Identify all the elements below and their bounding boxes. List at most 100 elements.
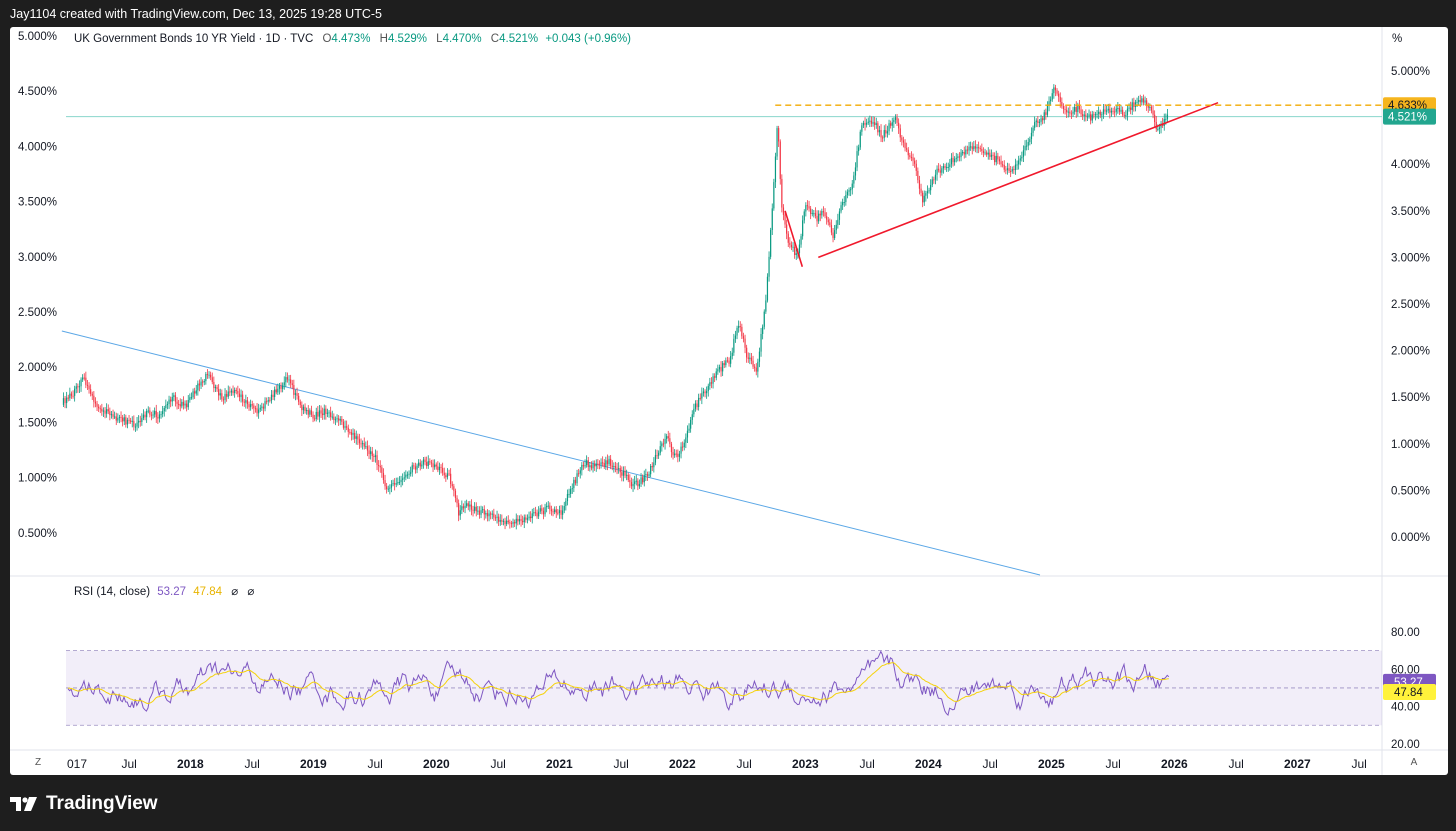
price-candle xyxy=(395,483,397,485)
price-candle xyxy=(758,351,761,362)
price-candle xyxy=(1099,111,1101,116)
price-candle xyxy=(221,393,223,400)
price-candle xyxy=(1085,114,1087,117)
price-candle xyxy=(899,128,901,138)
price-candle xyxy=(394,483,396,485)
price-candle xyxy=(826,216,828,220)
price-candle xyxy=(258,409,260,414)
price-candle xyxy=(699,397,701,399)
price-candle xyxy=(222,399,225,401)
price-candle xyxy=(538,511,540,517)
price-candle xyxy=(66,397,68,404)
rsi-y-tick: 40.00 xyxy=(1391,702,1420,714)
open-value: 4.473% xyxy=(331,33,371,45)
price-candle xyxy=(1094,114,1097,116)
price-candle xyxy=(712,376,714,384)
price-candle xyxy=(792,246,794,248)
price-candle xyxy=(955,157,957,159)
price-candle xyxy=(107,409,109,412)
price-candle xyxy=(342,421,345,428)
price-candle xyxy=(693,408,695,415)
price-candle xyxy=(694,403,697,409)
price-candle xyxy=(1053,87,1055,94)
price-candle xyxy=(144,414,146,418)
price-candle xyxy=(669,438,671,444)
price-candle xyxy=(1035,120,1037,123)
price-candle xyxy=(146,410,148,418)
price-candle xyxy=(237,391,239,394)
auto-scale-button[interactable]: A xyxy=(1410,757,1418,768)
price-candle xyxy=(646,474,649,476)
price-candle xyxy=(240,394,242,398)
price-candle xyxy=(434,464,436,468)
price-candle xyxy=(341,418,343,422)
price-candle xyxy=(912,157,914,161)
price-candle xyxy=(584,465,586,467)
price-candle xyxy=(542,510,545,515)
price-candle xyxy=(296,393,298,396)
price-candle xyxy=(525,517,527,520)
right-y-tick: 4.000% xyxy=(1391,159,1430,171)
price-candle xyxy=(200,381,202,386)
price-candle xyxy=(816,215,818,222)
price-candle xyxy=(130,420,132,422)
price-candle xyxy=(974,146,977,149)
price-candle xyxy=(738,326,740,328)
zoom-toggle-button[interactable]: Z xyxy=(34,757,42,768)
price-candle xyxy=(845,195,847,203)
price-candle xyxy=(392,483,394,485)
symbol-title[interactable]: UK Government Bonds 10 YR Yield · 1D · T… xyxy=(74,33,314,45)
price-candle xyxy=(672,452,674,456)
price-candle xyxy=(453,486,455,491)
chart-canvas[interactable]: 5.000% 4.500% 4.000% 3.500% 3.000% 2.500% 2.00… xyxy=(10,27,1448,775)
price-candle xyxy=(410,472,412,474)
price-candle xyxy=(1032,127,1034,133)
price-candle xyxy=(941,168,943,173)
price-candle xyxy=(602,462,604,464)
price-candle xyxy=(568,494,570,496)
price-candle xyxy=(432,463,434,468)
price-candle xyxy=(1144,100,1146,103)
rsi-ma-value-label-bg xyxy=(1383,683,1436,700)
price-candle xyxy=(82,377,84,380)
right-y-tick: 1.500% xyxy=(1391,392,1430,404)
price-candle xyxy=(680,446,682,454)
price-candle xyxy=(715,371,717,378)
price-candle xyxy=(978,147,980,149)
price-candle xyxy=(310,410,313,415)
price-candle xyxy=(925,193,927,196)
price-candle xyxy=(685,437,687,443)
price-candle xyxy=(187,400,189,408)
price-candle xyxy=(637,480,639,487)
price-candle xyxy=(838,211,841,220)
price-candle xyxy=(253,405,255,409)
low-label: L xyxy=(436,33,443,45)
price-candle xyxy=(858,147,860,152)
price-candle xyxy=(626,474,628,476)
x-tick: Jul xyxy=(368,757,383,771)
price-candle xyxy=(205,374,207,382)
price-candle xyxy=(776,128,778,157)
price-candle xyxy=(746,347,748,358)
price-candle xyxy=(326,412,329,414)
price-candle xyxy=(475,506,477,512)
price-candle xyxy=(757,361,759,372)
price-candle xyxy=(170,399,172,402)
price-candle xyxy=(171,396,173,402)
rsi-empty-icon-2: ⌀ xyxy=(247,586,255,598)
price-candle xyxy=(1061,101,1063,107)
price-candle xyxy=(114,416,116,418)
price-candle xyxy=(848,190,850,192)
x-tick: Jul xyxy=(614,757,629,771)
price-candle xyxy=(614,466,617,468)
price-candle xyxy=(189,397,191,401)
rsi-title[interactable]: RSI (14, close) xyxy=(74,586,151,598)
price-scale-unit[interactable]: % xyxy=(1392,33,1403,45)
price-candle xyxy=(677,453,679,457)
price-candle xyxy=(1038,121,1041,123)
price-candle xyxy=(360,443,362,445)
price-candle xyxy=(160,414,162,416)
chart-panel[interactable]: 5.000% 4.500% 4.000% 3.500% 3.000% 2.500% 2.00… xyxy=(10,27,1448,775)
price-candle xyxy=(986,152,988,155)
price-candle xyxy=(125,417,127,425)
